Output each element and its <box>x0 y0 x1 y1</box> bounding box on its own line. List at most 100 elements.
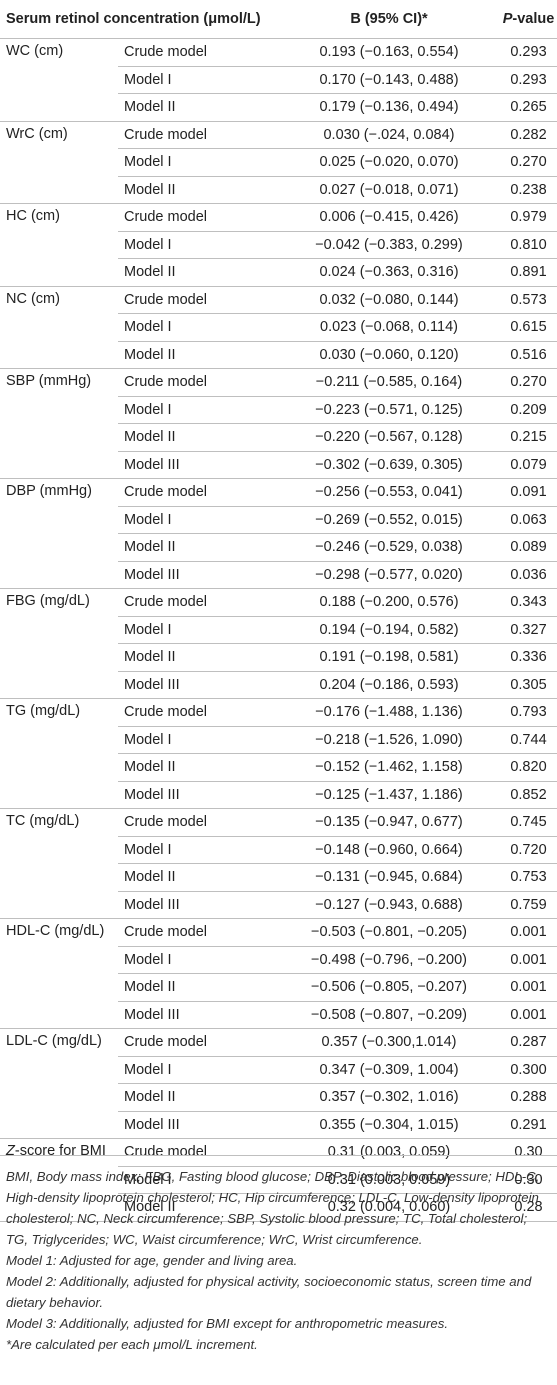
table-row: Model II −0.220 (−0.567, 0.128) 0.215 <box>0 423 557 452</box>
note-model-3: Model 3: Additionally, adjusted for BMI … <box>6 1316 448 1331</box>
model-label: Crude model <box>118 1138 278 1167</box>
model-label: Model I <box>118 506 278 534</box>
model-label: Crude model <box>118 918 278 947</box>
table-row: Model II −0.246 (−0.529, 0.038) 0.089 <box>0 533 557 562</box>
variable-label: TG (mg/dL) <box>0 698 118 809</box>
table-row: Model I −0.148 (−0.960, 0.664) 0.720 <box>0 836 557 864</box>
table-row: Model III 0.355 (−0.304, 1.015) 0.291 <box>0 1111 557 1139</box>
variable-label-text: TG (mg/dL) <box>6 703 81 719</box>
model-label: Model III <box>118 1111 278 1139</box>
model-label: Model I <box>118 1166 278 1194</box>
p-value: 0.238 <box>500 176 557 204</box>
table-row: Model III −0.302 (−0.639, 0.305) 0.079 <box>0 451 557 479</box>
table-row: FBG (mg/dL) Crude model 0.188 (−0.200, 0.5… <box>0 588 557 699</box>
p-value: 0.30 <box>500 1166 557 1194</box>
p-value: 0.343 <box>500 588 557 617</box>
note-footnote: *Are calculated per each μmol/L incremen… <box>6 1337 258 1352</box>
b-ci-value: 0.357 (−0.300,1.014) <box>278 1028 500 1057</box>
p-value: 0.079 <box>500 451 557 479</box>
b-ci-value: 0.193 (−0.163, 0.554) <box>278 38 500 67</box>
table-row: Model II −0.152 (−1.462, 1.158) 0.820 <box>0 753 557 782</box>
b-ci-value: −0.148 (−0.960, 0.664) <box>278 836 500 864</box>
model-label: Model I <box>118 1056 278 1084</box>
model-label: Model II <box>118 423 278 452</box>
variable-label: TC (mg/dL) <box>0 808 118 919</box>
table-row: Model II 0.024 (−0.363, 0.316) 0.891 <box>0 258 557 287</box>
model-label: Model I <box>118 66 278 94</box>
table-row: Model II 0.030 (−0.060, 0.120) 0.516 <box>0 341 557 369</box>
p-value: 0.852 <box>500 781 557 809</box>
model-label: Model III <box>118 451 278 479</box>
p-value: 0.753 <box>500 863 557 892</box>
b-ci-value: −0.131 (−0.945, 0.684) <box>278 863 500 892</box>
variable-label-text: HDL-C (mg/dL) <box>6 923 105 939</box>
table-row: Model I 0.025 (−0.020, 0.070) 0.270 <box>0 148 557 177</box>
table-row: Model I −0.223 (−0.571, 0.125) 0.209 <box>0 396 557 424</box>
p-value: 0.28 <box>500 1193 557 1222</box>
b-ci-value: 0.032 (−0.080, 0.144) <box>278 286 500 314</box>
table-row: SBP (mmHg) Crude model −0.211 (−0.585, 0.1… <box>0 368 557 479</box>
b-ci-value: −0.176 (−1.488, 1.136) <box>278 698 500 727</box>
p-value: 0.036 <box>500 561 557 589</box>
b-ci-value: 0.32 (0.004, 0.060) <box>278 1193 500 1222</box>
model-label: Model II <box>118 176 278 204</box>
p-value: 0.759 <box>500 891 557 919</box>
b-ci-value: 0.204 (−0.186, 0.593) <box>278 671 500 699</box>
p-value: 0.265 <box>500 93 557 122</box>
model-label: Crude model <box>118 588 278 617</box>
p-value: 0.979 <box>500 203 557 232</box>
b-ci-value: −0.508 (−0.807, −0.209) <box>278 1001 500 1029</box>
variable-label: WrC (cm) <box>0 121 118 204</box>
p-value: 0.001 <box>500 918 557 947</box>
table-row: HDL-C (mg/dL) Crude model −0.503 (−0.801, … <box>0 918 557 1029</box>
p-value: 0.001 <box>500 1001 557 1029</box>
p-value: 0.820 <box>500 753 557 782</box>
table-row: WrC (cm) Crude model 0.030 (−.024, 0.084) 0… <box>0 121 557 204</box>
p-value: 0.282 <box>500 121 557 149</box>
p-value: 0.001 <box>500 946 557 974</box>
b-ci-value: 0.347 (−0.309, 1.004) <box>278 1056 500 1084</box>
table-row: Model III −0.508 (−0.807, −0.209) 0.001 <box>0 1001 557 1029</box>
header-p-rest: -value <box>512 11 555 27</box>
variable-label: HC (cm) <box>0 203 118 287</box>
b-ci-value: 0.025 (−0.020, 0.070) <box>278 148 500 177</box>
b-ci-value: −0.125 (−1.437, 1.186) <box>278 781 500 809</box>
table-notes: BMI, Body mass index; FBG, Fasting blood… <box>0 1155 557 1355</box>
b-ci-value: −0.302 (−0.639, 0.305) <box>278 451 500 479</box>
table-row: DBP (mmHg) Crude model −0.256 (−0.553, 0.0… <box>0 478 557 589</box>
p-value: 0.270 <box>500 148 557 177</box>
table-row: HC (cm) Crude model 0.006 (−0.415, 0.426) 0… <box>0 203 557 287</box>
model-label: Model II <box>118 533 278 562</box>
table-row: TG (mg/dL) Crude model −0.176 (−1.488, 1.1… <box>0 698 557 809</box>
model-label: Model II <box>118 258 278 287</box>
b-ci-value: −0.503 (−0.801, −0.205) <box>278 918 500 947</box>
b-ci-value: 0.188 (−0.200, 0.576) <box>278 588 500 617</box>
p-value: 0.288 <box>500 1083 557 1112</box>
p-value: 0.744 <box>500 726 557 754</box>
p-value: 0.089 <box>500 533 557 562</box>
p-value: 0.327 <box>500 616 557 644</box>
b-ci-value: 0.179 (−0.136, 0.494) <box>278 93 500 122</box>
variable-label: NC (cm) <box>0 286 118 369</box>
b-ci-value: −0.506 (−0.805, −0.207) <box>278 973 500 1002</box>
variable-label-text: WrC (cm) <box>6 125 68 142</box>
p-value: 0.300 <box>500 1056 557 1084</box>
model-label: Model I <box>118 616 278 644</box>
table-body: WC (cm) Crude model 0.193 (−0.163, 0.554) 0… <box>0 38 557 1222</box>
model-label: Crude model <box>118 286 278 314</box>
table-row: Model I 0.170 (−0.143, 0.488) 0.293 <box>0 66 557 94</box>
model-label: Model I <box>118 313 278 342</box>
table-row: Model I 0.31 (0.003, 0.059) 0.30 <box>0 1166 557 1194</box>
regression-table: Serum retinol concentration (μmol/L) B (… <box>0 0 557 1222</box>
model-label: Model I <box>118 148 278 177</box>
variable-label-text: NC (cm) <box>6 290 60 307</box>
p-value: 0.573 <box>500 286 557 314</box>
table-row: Model I −0.042 (−0.383, 0.299) 0.810 <box>0 231 557 259</box>
model-label: Model I <box>118 946 278 974</box>
model-label: Crude model <box>118 478 278 507</box>
p-value: 0.001 <box>500 973 557 1002</box>
p-value: 0.293 <box>500 38 557 67</box>
variable-label-text: DBP (mmHg) <box>6 483 92 499</box>
variable-label-text: HC (cm) <box>6 208 60 224</box>
